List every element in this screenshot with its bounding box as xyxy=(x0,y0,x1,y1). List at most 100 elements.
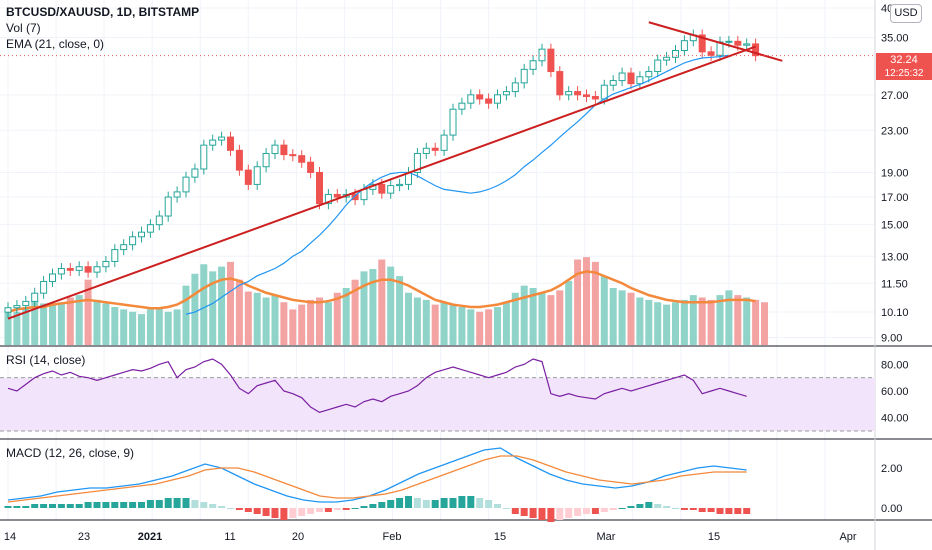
macd-histogram-bar xyxy=(413,498,421,508)
macd-histogram-bar xyxy=(485,500,493,508)
volume-bar xyxy=(725,290,733,345)
volume-bar xyxy=(66,297,74,345)
candle-body xyxy=(57,268,65,275)
macd-histogram-bar xyxy=(271,508,279,518)
candle xyxy=(663,51,671,66)
rsi-band xyxy=(0,377,875,431)
macd-histogram-bar xyxy=(574,508,582,516)
candle-body xyxy=(413,153,421,173)
candle xyxy=(333,188,341,203)
volume-bar xyxy=(440,302,448,345)
volume-bar xyxy=(200,264,208,345)
macd-histogram-bar xyxy=(307,508,315,514)
candle-body xyxy=(529,60,537,70)
macd-histogram-bar xyxy=(253,508,261,514)
macd-legend: MACD (12, 26, close, 9) xyxy=(6,446,135,460)
candle-body xyxy=(129,236,137,246)
candle xyxy=(672,45,679,63)
candle xyxy=(84,261,92,278)
volume-bar xyxy=(458,307,466,345)
price-axis-tick: 19.00 xyxy=(881,167,909,179)
rsi-axis-tick: 40.00 xyxy=(881,413,909,425)
last-price-tag: 32.24 xyxy=(876,53,932,67)
candle-body xyxy=(520,68,528,84)
volume-bar xyxy=(146,309,154,345)
candle-body xyxy=(49,273,56,282)
macd-histogram-bar xyxy=(627,506,635,508)
candle xyxy=(627,67,635,90)
volume-bar xyxy=(663,304,671,345)
volume-bar xyxy=(494,307,501,345)
macd-histogram-bar xyxy=(244,508,252,512)
candle xyxy=(574,86,582,101)
macd-histogram-bar xyxy=(155,500,163,508)
candle-body xyxy=(191,168,199,178)
macd-histogram-bar xyxy=(146,500,154,508)
candle-body xyxy=(431,147,439,151)
candle xyxy=(440,129,448,156)
volume-bar xyxy=(75,295,83,345)
volume-bar xyxy=(752,299,760,345)
volume-bar xyxy=(191,273,199,345)
price-axis-tick: 27.00 xyxy=(881,90,909,102)
volume-bar xyxy=(556,290,564,345)
candle xyxy=(387,180,395,199)
volume-bar xyxy=(547,295,555,345)
candle xyxy=(31,287,39,307)
volume-bar xyxy=(253,292,261,345)
candle-body xyxy=(440,134,448,151)
volume-bar xyxy=(13,311,21,345)
volume-bar xyxy=(672,302,679,345)
macd-histogram-bar xyxy=(743,508,751,514)
candle-body xyxy=(743,43,751,46)
macd-histogram-bar xyxy=(520,508,528,516)
candle-body xyxy=(449,108,457,136)
volume-bar xyxy=(182,285,190,345)
candle xyxy=(654,54,662,78)
price-axis-tick: 15.00 xyxy=(881,220,909,232)
candle xyxy=(431,142,439,156)
volume-bar xyxy=(689,295,697,345)
candle-body xyxy=(324,193,332,205)
volume-bar xyxy=(707,299,715,345)
candle-body xyxy=(93,266,101,273)
macd-histogram-bar xyxy=(734,508,742,514)
macd-histogram-bar xyxy=(458,496,466,508)
volume-bar xyxy=(209,271,217,345)
candle xyxy=(636,71,644,90)
time-axis-tick: 15 xyxy=(708,531,720,543)
volume-bar xyxy=(645,299,653,345)
macd-histogram-bar xyxy=(672,508,679,509)
volume-bar xyxy=(467,309,475,345)
macd-histogram-bar xyxy=(502,508,510,509)
volume-bar xyxy=(627,292,635,345)
candle-body xyxy=(556,71,564,96)
candle xyxy=(4,302,12,318)
time-axis-tick: Feb xyxy=(383,531,402,543)
candle xyxy=(93,261,101,278)
candle xyxy=(494,89,501,109)
candle xyxy=(66,263,74,276)
macd-histogram-bar xyxy=(191,500,199,508)
candle-body xyxy=(316,171,323,205)
time-axis-tick: 23 xyxy=(78,531,90,543)
volume-bar xyxy=(218,266,226,345)
candle xyxy=(547,43,555,78)
macd-histogram-bar xyxy=(22,506,30,508)
macd-histogram-bar xyxy=(173,498,181,508)
candle xyxy=(155,210,163,231)
macd-histogram-bar xyxy=(66,504,74,508)
macd-histogram-bar xyxy=(49,504,56,508)
candle xyxy=(413,148,421,179)
candle xyxy=(556,66,564,101)
candle xyxy=(164,191,172,222)
candle-body xyxy=(663,56,671,61)
volume-bar xyxy=(476,311,484,345)
volume-bar xyxy=(422,299,430,345)
symbol-legend: BTCUSD/XAUUSD, 1D, BITSTAMP xyxy=(6,5,200,19)
candle xyxy=(200,139,208,175)
macd-histogram-bar xyxy=(618,508,626,509)
currency-button[interactable]: USD xyxy=(890,4,922,23)
macd-histogram-bar xyxy=(200,502,208,508)
